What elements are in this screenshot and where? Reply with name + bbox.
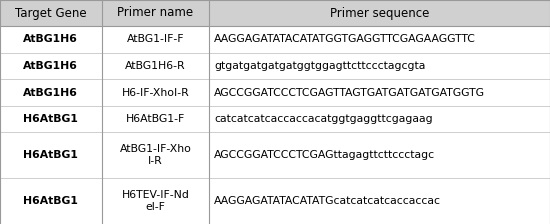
Text: AGCCGGATCCCTCGAGTTAGTGATGATGATGATGGTG: AGCCGGATCCCTCGAGTTAGTGATGATGATGATGGTG: [214, 88, 485, 97]
Text: Primer name: Primer name: [117, 6, 194, 19]
Text: H6AtBG1: H6AtBG1: [24, 150, 78, 160]
Text: Primer sequence: Primer sequence: [330, 6, 429, 19]
Text: AGCCGGATCCCTCGAGttagagttcttccctagc: AGCCGGATCCCTCGAGttagagttcttccctagc: [214, 150, 435, 160]
Text: H6AtBG1-F: H6AtBG1-F: [126, 114, 185, 124]
Text: AtBG1-IF-F: AtBG1-IF-F: [126, 34, 184, 44]
Bar: [0, 0, 550, 26]
Text: H6AtBG1: H6AtBG1: [24, 196, 78, 206]
Text: Target Gene: Target Gene: [15, 6, 87, 19]
Text: AtBG1H6: AtBG1H6: [24, 34, 78, 44]
Text: H6AtBG1: H6AtBG1: [24, 114, 78, 124]
Text: AAGGAGATATACATATGGTGAGGTTCGAGAAGGTTC: AAGGAGATATACATATGGTGAGGTTCGAGAAGGTTC: [214, 34, 476, 44]
Text: H6-IF-XhoI-R: H6-IF-XhoI-R: [122, 88, 189, 97]
Text: gtgatgatgatgatggtggagttcttccctagcgta: gtgatgatgatgatggtggagttcttccctagcgta: [214, 61, 425, 71]
Text: H6TEV-IF-Nd
el-F: H6TEV-IF-Nd el-F: [122, 190, 189, 212]
Text: AtBG1H6: AtBG1H6: [24, 88, 78, 97]
Text: AtBG1H6: AtBG1H6: [24, 61, 78, 71]
Text: AtBG1-IF-Xho
I-R: AtBG1-IF-Xho I-R: [119, 144, 191, 166]
Text: AtBG1H6-R: AtBG1H6-R: [125, 61, 186, 71]
Text: catcatcatcaccaccacatggtgaggttcgagaag: catcatcatcaccaccacatggtgaggttcgagaag: [214, 114, 433, 124]
Text: AAGGAGATATACATATGcatcatcatcaccaccac: AAGGAGATATACATATGcatcatcatcaccaccac: [214, 196, 441, 206]
